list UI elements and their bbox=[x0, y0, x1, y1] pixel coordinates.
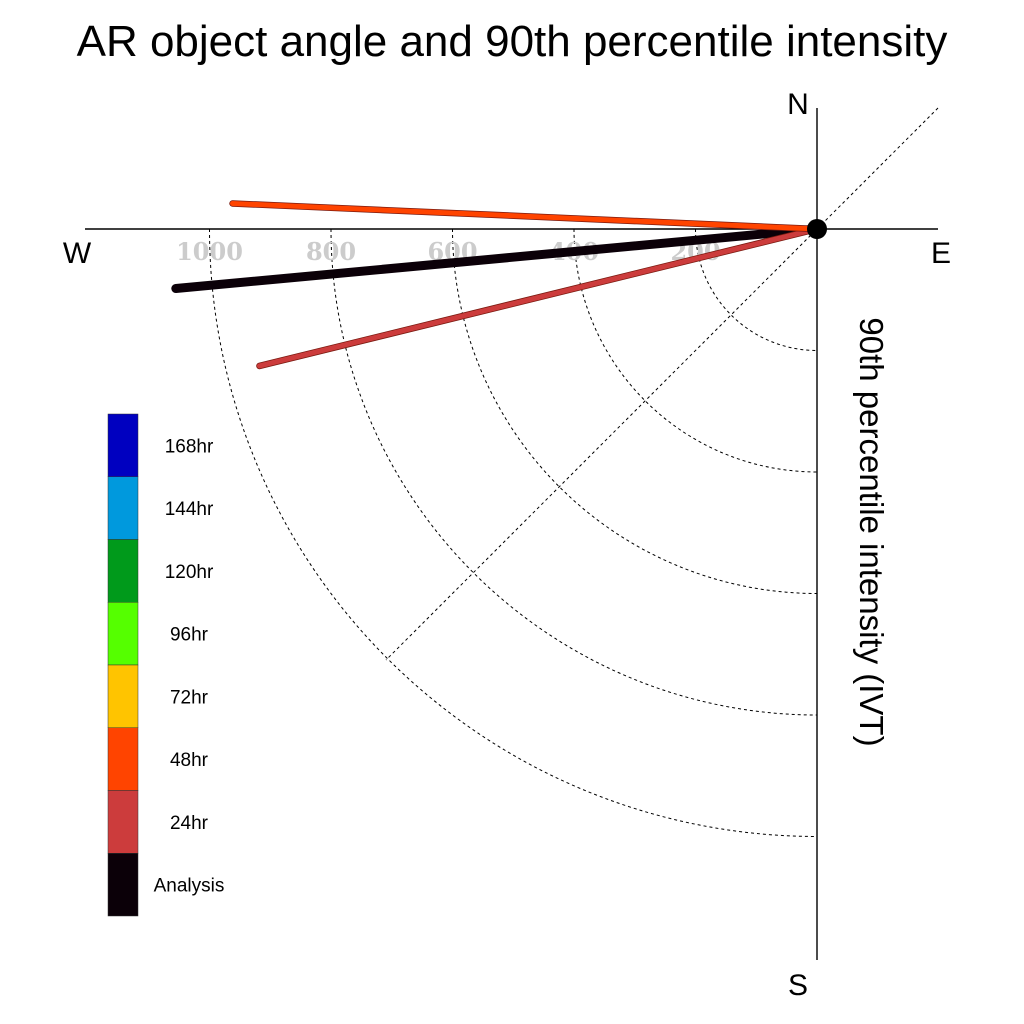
compass-north-label: N bbox=[787, 88, 809, 121]
origin-point bbox=[807, 219, 827, 239]
compass-east-label: E bbox=[931, 237, 951, 270]
legend-label-144hr: 144hr bbox=[165, 499, 214, 520]
legend-swatch-72hr bbox=[107, 664, 139, 728]
legend-label-48hr: 48hr bbox=[170, 750, 209, 771]
grid-arc-200 bbox=[695, 228, 818, 351]
legend-label-168hr: 168hr bbox=[165, 436, 214, 457]
series-line-analysis bbox=[171, 224, 822, 293]
tick-label-800: 800 bbox=[306, 237, 356, 266]
legend-swatch-144hr bbox=[107, 476, 139, 540]
legend-swatch-analysis bbox=[107, 853, 139, 917]
legend-label-24hr: 24hr bbox=[170, 813, 209, 834]
legend-label-72hr: 72hr bbox=[170, 687, 209, 708]
legend-swatch-48hr bbox=[107, 727, 139, 791]
legend-swatch-120hr bbox=[107, 539, 139, 603]
legend-label-analysis: Analysis bbox=[154, 876, 225, 897]
legend-label-120hr: 120hr bbox=[165, 562, 214, 583]
series-line-24hr bbox=[256, 226, 820, 369]
tick-label-1000: 1000 bbox=[176, 237, 243, 266]
compass-west-label: W bbox=[63, 237, 92, 270]
legend-label-96hr: 96hr bbox=[170, 625, 209, 646]
series-line-48hr bbox=[230, 200, 820, 232]
legend-swatch-168hr bbox=[107, 413, 139, 477]
legend-swatch-24hr bbox=[107, 790, 139, 854]
grid-arc-400 bbox=[573, 228, 818, 473]
grid-arc-1000 bbox=[209, 228, 818, 837]
diagonal-grid-line bbox=[385, 107, 939, 661]
y-axis-label: 90th percentile intensity (IVT) bbox=[853, 317, 890, 746]
chart-title: AR object angle and 90th percentile inte… bbox=[77, 17, 948, 66]
compass-south-label: S bbox=[788, 969, 808, 1002]
legend: 168hr 144hr 120hr 96hr 72hr 48hr 24hr Analysis bbox=[107, 413, 225, 917]
legend-swatch-96hr bbox=[107, 602, 139, 666]
series-lines bbox=[171, 200, 822, 370]
